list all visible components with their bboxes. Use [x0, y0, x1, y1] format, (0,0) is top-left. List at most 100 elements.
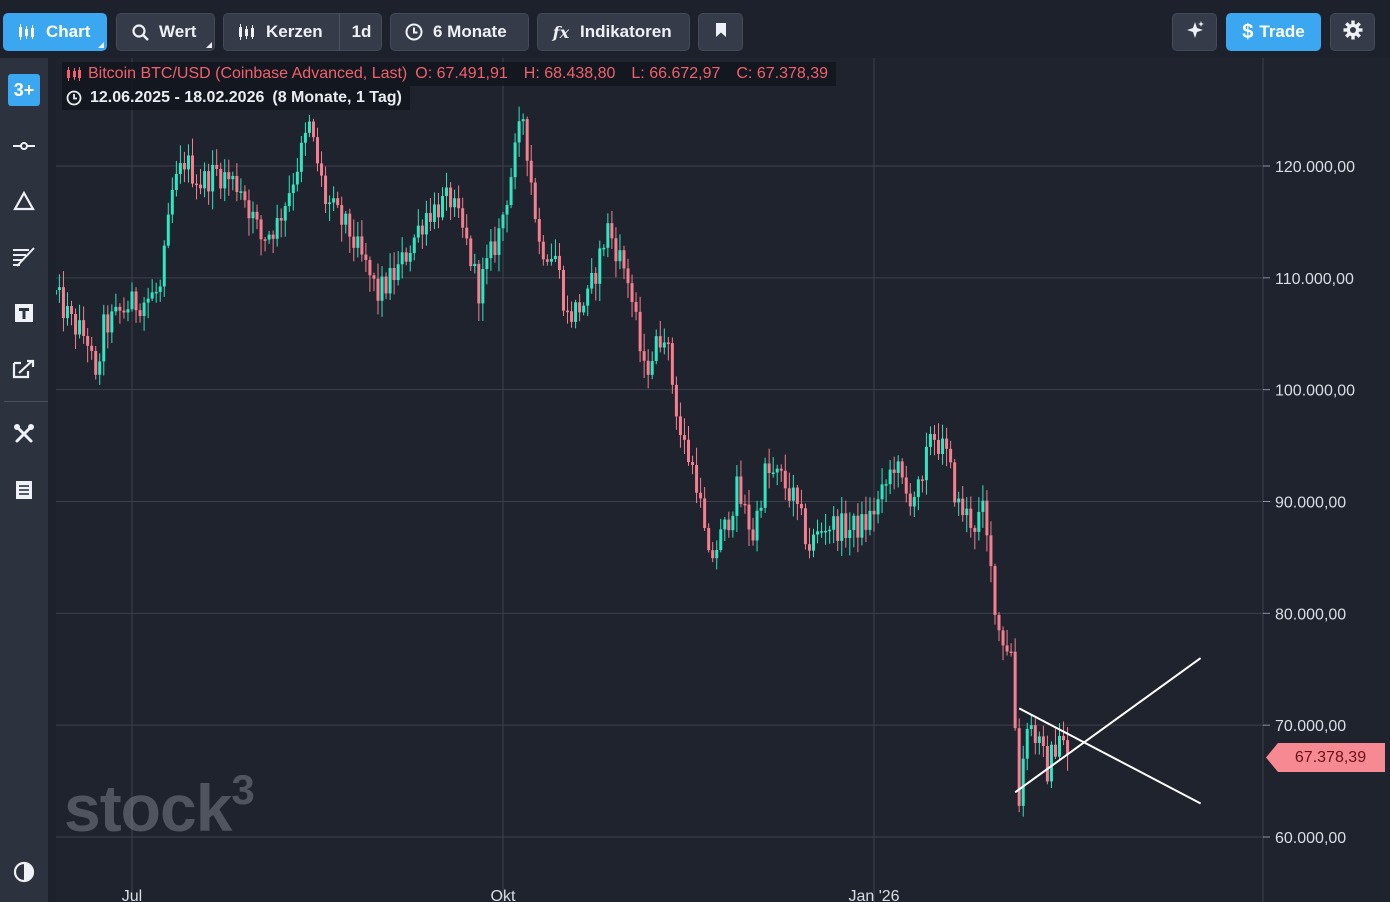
candle-body	[364, 254, 368, 261]
candle-body	[691, 462, 695, 466]
theme-toggle-button[interactable]	[0, 857, 48, 891]
list-button[interactable]	[0, 475, 48, 509]
candle-body	[650, 361, 654, 375]
candle-body	[336, 198, 340, 206]
y-tick-label: 110.000,00	[1275, 271, 1354, 288]
candlestick-chart[interactable]: 60.000,00 70.000,00 80.000,00 90.000,00 100.…	[56, 58, 1390, 902]
interval-button[interactable]: 1d	[340, 14, 383, 50]
candle-body	[178, 163, 182, 174]
candle-body	[231, 175, 235, 180]
candle-body	[299, 142, 303, 172]
candle-body	[247, 200, 251, 219]
candle-body	[949, 448, 953, 463]
y-tick-label: 60.000,00	[1275, 830, 1346, 847]
candle-body	[937, 439, 941, 454]
candle-body	[566, 310, 570, 313]
candle-body	[928, 434, 932, 447]
candle-body	[57, 287, 61, 291]
candles-button[interactable]: Kerzen	[224, 14, 335, 50]
candle-body	[340, 205, 344, 225]
candle-body	[207, 171, 211, 192]
x-tick-label: Okt	[491, 888, 516, 902]
candle-body	[287, 193, 291, 207]
candle-body	[517, 121, 521, 143]
y-tick-label: 120.000,00	[1275, 159, 1355, 176]
candle-body	[227, 172, 231, 180]
candle-body	[586, 288, 590, 306]
candle-body	[884, 484, 888, 486]
candle-body	[473, 263, 477, 267]
candle-body	[771, 472, 775, 474]
indicators-button-label: Indikatoren	[580, 22, 672, 41]
triangle-trendline[interactable]	[1014, 657, 1202, 794]
candle-body	[408, 252, 412, 262]
low-value: L: 66.672,97	[631, 65, 721, 82]
annotation-tool-button[interactable]	[0, 354, 48, 388]
text-tool-button[interactable]	[0, 298, 48, 332]
ai-assistant-button[interactable]	[1172, 13, 1217, 51]
indicators-button[interactable]: fx Indikatoren	[537, 13, 690, 51]
candle-body	[626, 268, 630, 284]
date-range-legend: 12.06.2025 - 18.02.2026 (8 Monate, 1 Tag…	[62, 86, 410, 110]
chart-area[interactable]: 60.000,00 70.000,00 80.000,00 90.000,00 100.…	[56, 58, 1390, 902]
candle-body	[856, 515, 860, 538]
candle-body	[150, 292, 154, 299]
candle-body	[537, 219, 541, 242]
settings-button[interactable]	[1330, 13, 1375, 51]
candle-body	[70, 306, 74, 315]
candle-body	[102, 314, 106, 362]
candle-body	[348, 213, 352, 237]
tools-button[interactable]	[0, 419, 48, 453]
bookmark-button[interactable]	[698, 13, 743, 51]
line-tool-button[interactable]	[0, 130, 48, 164]
candle-body	[396, 264, 400, 281]
candle-body	[549, 258, 553, 262]
triangle-tool-button[interactable]	[0, 186, 48, 220]
candle-body	[1029, 725, 1033, 730]
candle-body	[493, 241, 497, 255]
candle-body	[666, 342, 670, 344]
candle-body	[961, 498, 965, 516]
chart-button-label: Chart	[46, 22, 91, 41]
candle-body	[388, 267, 392, 294]
fib-tool-button[interactable]	[0, 242, 48, 276]
stock3-logo-button[interactable]: 3+	[0, 73, 48, 107]
candle-body	[791, 487, 795, 501]
triangle-tool-icon	[13, 190, 35, 216]
candle-body	[186, 155, 190, 170]
grid	[56, 58, 1263, 902]
candle-body	[920, 479, 924, 481]
candle-body	[533, 182, 537, 220]
candle-body	[807, 544, 811, 551]
range-button[interactable]: 6 Monate	[390, 13, 529, 51]
trade-button[interactable]: $ Trade	[1226, 13, 1321, 51]
candle-body	[864, 514, 868, 530]
candle-body	[521, 119, 525, 122]
candle-body	[376, 278, 380, 301]
high-value: H: 68.438,80	[523, 65, 616, 82]
candle-body	[259, 219, 263, 240]
candle-body	[924, 446, 928, 481]
candle-body	[485, 258, 489, 270]
candle-body	[513, 142, 517, 178]
candle-body	[170, 189, 174, 215]
candle-body	[828, 529, 832, 532]
candle-body	[481, 269, 485, 304]
dropdown-corner-icon	[98, 42, 104, 48]
candle-body	[94, 350, 98, 375]
candle-body	[743, 503, 747, 506]
candle-body	[1037, 736, 1041, 743]
candle-body	[182, 163, 186, 170]
candle-body	[114, 306, 118, 312]
value-button[interactable]: Wert	[116, 13, 215, 51]
triangle-trendline[interactable]	[1018, 707, 1202, 805]
candle-body	[1049, 744, 1053, 782]
chart-button[interactable]: Chart	[3, 13, 107, 51]
candle-body	[751, 529, 755, 541]
candle-body	[900, 461, 904, 478]
candle-body	[755, 510, 759, 541]
trendlines[interactable]	[1014, 657, 1202, 805]
candle-body	[747, 504, 751, 530]
candle-body	[638, 311, 642, 352]
clock-icon	[403, 23, 425, 41]
